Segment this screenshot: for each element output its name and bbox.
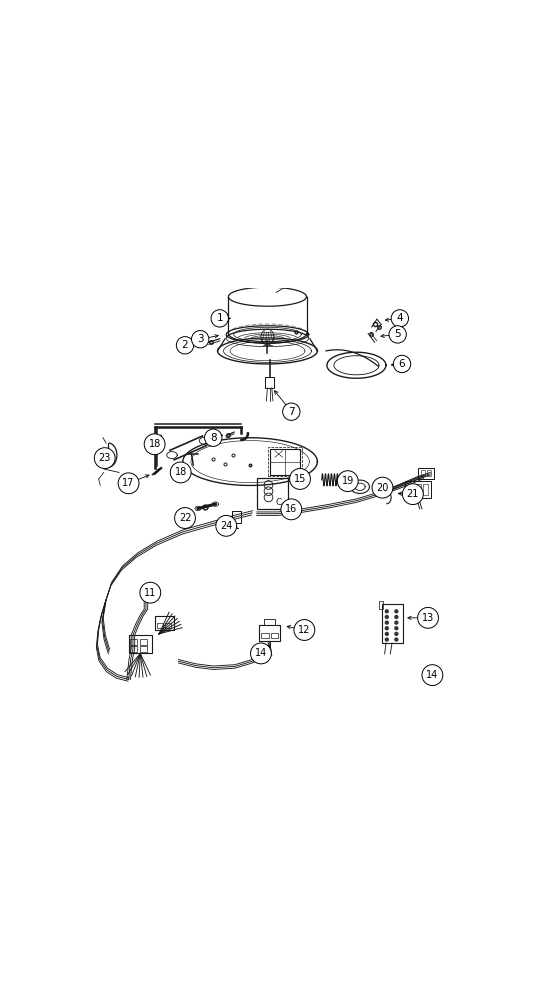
Circle shape [394,609,399,614]
Text: 16: 16 [285,504,297,514]
Text: 7: 7 [288,407,295,417]
Text: 4: 4 [396,313,403,323]
Circle shape [385,637,389,642]
Circle shape [192,331,209,348]
Circle shape [290,469,310,489]
Text: 15: 15 [294,474,306,484]
Circle shape [385,626,389,630]
Circle shape [385,609,389,614]
Circle shape [294,620,315,640]
Circle shape [391,310,409,327]
Circle shape [394,626,399,630]
Circle shape [394,620,399,625]
Circle shape [211,310,228,327]
Text: 22: 22 [179,513,192,523]
Circle shape [394,637,399,642]
Circle shape [422,665,443,686]
Text: 19: 19 [342,476,354,486]
Circle shape [204,429,222,446]
Text: 5: 5 [394,329,401,339]
Text: 12: 12 [298,625,311,635]
Text: 11: 11 [144,588,156,598]
Circle shape [281,499,302,520]
Text: 17: 17 [123,478,135,488]
Circle shape [250,643,272,664]
Circle shape [144,434,165,455]
Text: 1: 1 [216,313,223,323]
Circle shape [216,515,237,536]
Circle shape [140,582,161,603]
Circle shape [176,337,194,354]
Text: C: C [276,498,282,507]
Circle shape [170,462,191,483]
Circle shape [394,632,399,636]
Circle shape [389,326,407,343]
Text: 8: 8 [210,433,217,443]
Circle shape [385,632,389,636]
Text: 23: 23 [99,453,111,463]
Text: 21: 21 [407,489,419,499]
Text: 6: 6 [399,359,405,369]
Circle shape [372,477,393,498]
Circle shape [394,615,399,619]
Circle shape [337,471,358,492]
Text: 20: 20 [376,483,389,493]
Text: 24: 24 [220,521,232,531]
Circle shape [94,448,115,469]
Circle shape [283,403,300,420]
Circle shape [118,473,139,494]
Text: 3: 3 [197,334,203,344]
Circle shape [393,355,410,373]
Circle shape [385,620,389,625]
Text: 18: 18 [175,467,187,477]
Text: 2: 2 [181,340,188,350]
Text: 18: 18 [148,439,161,449]
Circle shape [385,615,389,619]
Circle shape [418,607,438,628]
Text: 13: 13 [422,613,434,623]
Circle shape [175,508,195,528]
Circle shape [403,484,423,505]
Text: 14: 14 [426,670,438,680]
Text: 14: 14 [255,648,267,658]
